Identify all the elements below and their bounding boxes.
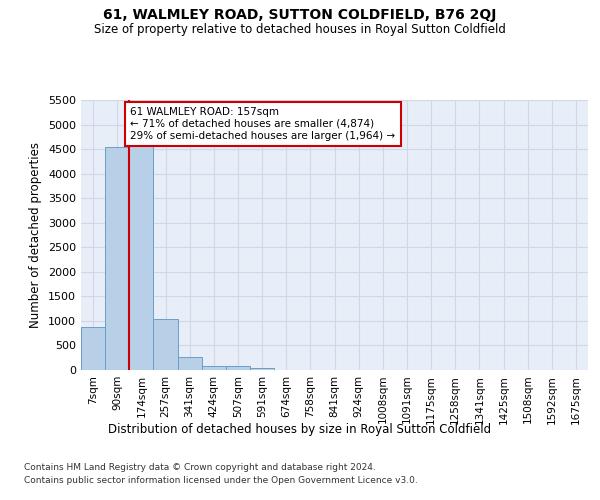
Text: Contains public sector information licensed under the Open Government Licence v3: Contains public sector information licen… (24, 476, 418, 485)
Bar (178, 356, 202, 370)
Bar (129, 144, 154, 370)
Bar (105, 147, 129, 370)
Text: Distribution of detached houses by size in Royal Sutton Coldfield: Distribution of detached houses by size … (109, 422, 491, 436)
Bar (202, 366, 226, 370)
Text: 61, WALMLEY ROAD, SUTTON COLDFIELD, B76 2QJ: 61, WALMLEY ROAD, SUTTON COLDFIELD, B76 … (103, 8, 497, 22)
Text: Size of property relative to detached houses in Royal Sutton Coldfield: Size of property relative to detached ho… (94, 22, 506, 36)
Bar (250, 368, 274, 370)
Bar (154, 319, 178, 370)
Text: Contains HM Land Registry data © Crown copyright and database right 2024.: Contains HM Land Registry data © Crown c… (24, 462, 376, 471)
Text: 61 WALMLEY ROAD: 157sqm
← 71% of detached houses are smaller (4,874)
29% of semi: 61 WALMLEY ROAD: 157sqm ← 71% of detache… (130, 108, 395, 140)
Bar (226, 366, 250, 370)
Y-axis label: Number of detached properties: Number of detached properties (29, 142, 43, 328)
Bar (81, 327, 105, 370)
